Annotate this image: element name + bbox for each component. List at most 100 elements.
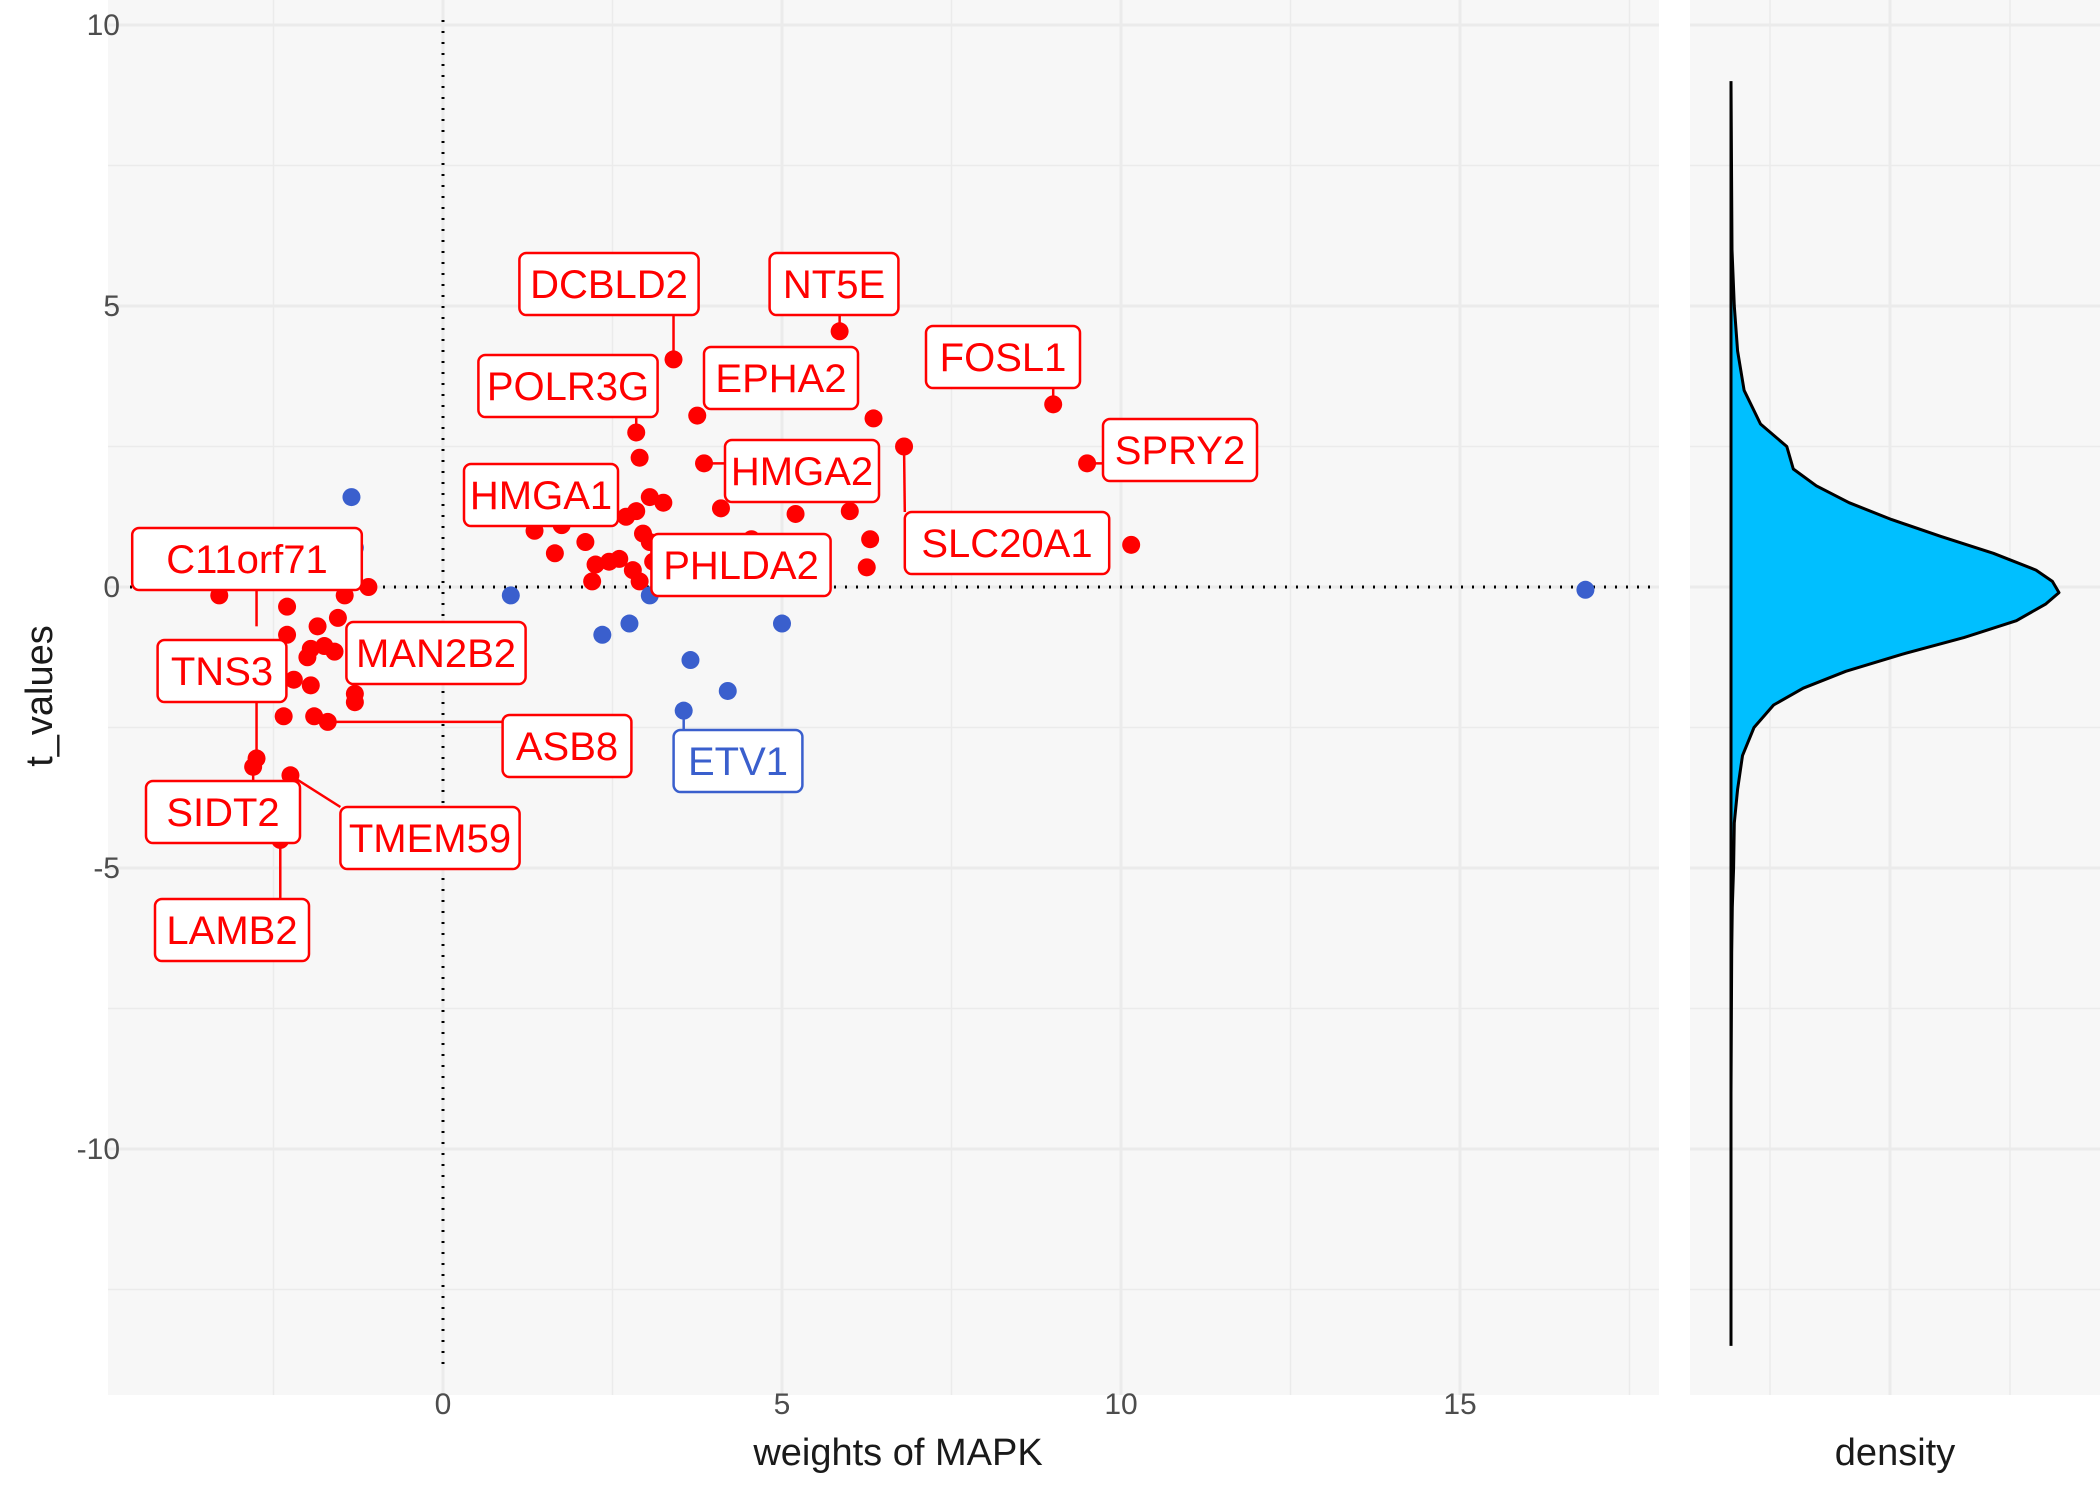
- gene-label-box: [672, 728, 804, 794]
- gene-label-box: [144, 779, 302, 845]
- gene-label: MAN2B2: [356, 632, 516, 676]
- density-curve: [1729, 81, 2061, 1346]
- y-tick-label: 0: [103, 571, 120, 604]
- gene-label-box: [477, 353, 659, 419]
- gene-label-box: [462, 462, 620, 528]
- point-positive: [244, 757, 263, 776]
- point-positive: [583, 572, 602, 591]
- point-positive: [545, 544, 564, 563]
- scatter-grid: [108, 0, 1659, 1395]
- density-outline: [1729, 81, 2061, 1346]
- point-positive: [284, 670, 303, 689]
- point-positive: [654, 493, 673, 512]
- gene-label-box: [723, 438, 881, 504]
- gene-label-box: [518, 251, 700, 317]
- gene-label-box: [501, 713, 633, 779]
- point-negative: [674, 701, 693, 720]
- point-positive: [298, 648, 317, 667]
- gene-label-box: [924, 324, 1082, 390]
- gene-label: HMGA2: [731, 450, 873, 494]
- point-negative: [620, 614, 639, 633]
- point-positive: [617, 507, 636, 526]
- y-tick-label: 10: [87, 9, 120, 42]
- gene-label: DCBLD2: [530, 263, 688, 307]
- gene-label: SIDT2: [166, 791, 279, 835]
- point-positive: [630, 572, 649, 591]
- point-positive: [576, 533, 595, 552]
- gene-label-box: [650, 532, 832, 598]
- point-positive: [786, 504, 805, 523]
- gene-labels: DCBLD2 NT5E FOSL1 EPHA2 POLR3G SPRY2 HMGA2 HMGA…: [130, 251, 1259, 963]
- gene-label: NT5E: [783, 263, 885, 307]
- gene-label-box: [130, 526, 364, 592]
- point-negative: [681, 651, 700, 670]
- x-axis-title: weights of MAPK: [752, 1432, 1042, 1474]
- gene-label: SPRY2: [1115, 429, 1245, 473]
- y-tick-label: 5: [103, 290, 120, 323]
- gene-label: EPHA2: [715, 357, 846, 401]
- point-positive: [664, 350, 683, 369]
- gene-label: TMEM59: [349, 817, 511, 861]
- leader-line: [289, 774, 342, 809]
- reference-lines: [130, 20, 1659, 1370]
- scatter-panel-background: [108, 0, 1659, 1395]
- x-tick-label: 10: [1104, 1388, 1137, 1421]
- gene-label-box: [156, 638, 288, 704]
- gene-label: C11orf71: [166, 538, 328, 582]
- point-negative: [593, 625, 612, 644]
- y-axis-title: t_values: [19, 625, 61, 767]
- point-positive: [840, 502, 859, 521]
- y-tick-label: -5: [93, 852, 120, 885]
- point-positive: [325, 642, 344, 661]
- point-positive: [600, 552, 619, 571]
- gene-label-box: [768, 251, 900, 317]
- point-positive: [830, 322, 849, 341]
- point-positive: [318, 712, 337, 731]
- point-positive: [278, 597, 297, 616]
- gene-label-box: [702, 345, 860, 411]
- point-positive: [586, 555, 605, 574]
- point-positive: [627, 423, 646, 442]
- x-tick-label: 0: [435, 1388, 452, 1421]
- point-positive: [345, 693, 364, 712]
- point-positive: [640, 488, 659, 507]
- gene-label: FOSL1: [940, 336, 1067, 380]
- x-tick-label: 5: [774, 1388, 791, 1421]
- point-negative: [718, 681, 737, 700]
- point-negative: [773, 614, 791, 633]
- point-positive: [1122, 535, 1141, 554]
- point-positive: [328, 608, 347, 627]
- gene-label: PHLDA2: [663, 544, 819, 588]
- gene-label-box: [345, 620, 527, 686]
- point-positive: [695, 454, 714, 473]
- gene-label: TNS3: [171, 650, 273, 694]
- gene-label: ASB8: [516, 725, 618, 769]
- point-positive: [274, 707, 293, 726]
- point-positive: [895, 437, 914, 456]
- gene-label-box: [1101, 417, 1259, 483]
- point-positive: [301, 676, 320, 695]
- point-positive: [305, 707, 324, 726]
- gene-label: SLC20A1: [921, 522, 1092, 566]
- density-axis-title: density: [1835, 1432, 1955, 1474]
- gene-label: POLR3G: [487, 365, 649, 409]
- point-positive: [1044, 395, 1063, 414]
- y-tick-labels: 10 5 0 -5 -10: [77, 9, 120, 1166]
- point-positive: [278, 625, 297, 644]
- gene-label: ETV1: [688, 740, 788, 784]
- point-positive: [308, 617, 327, 636]
- point-positive: [857, 558, 876, 577]
- y-tick-label: -10: [77, 1133, 120, 1166]
- point-negative: [1576, 580, 1595, 599]
- gene-label-box: [153, 897, 311, 963]
- point-positive: [864, 409, 883, 428]
- x-tick-label: 15: [1443, 1388, 1476, 1421]
- gene-label: LAMB2: [166, 909, 297, 953]
- point-positive: [630, 448, 649, 467]
- x-tick-labels: 0 5 10 15: [435, 1388, 1477, 1421]
- gene-label-box: [339, 805, 521, 871]
- gene-label: HMGA1: [470, 474, 612, 518]
- point-positive: [711, 499, 730, 518]
